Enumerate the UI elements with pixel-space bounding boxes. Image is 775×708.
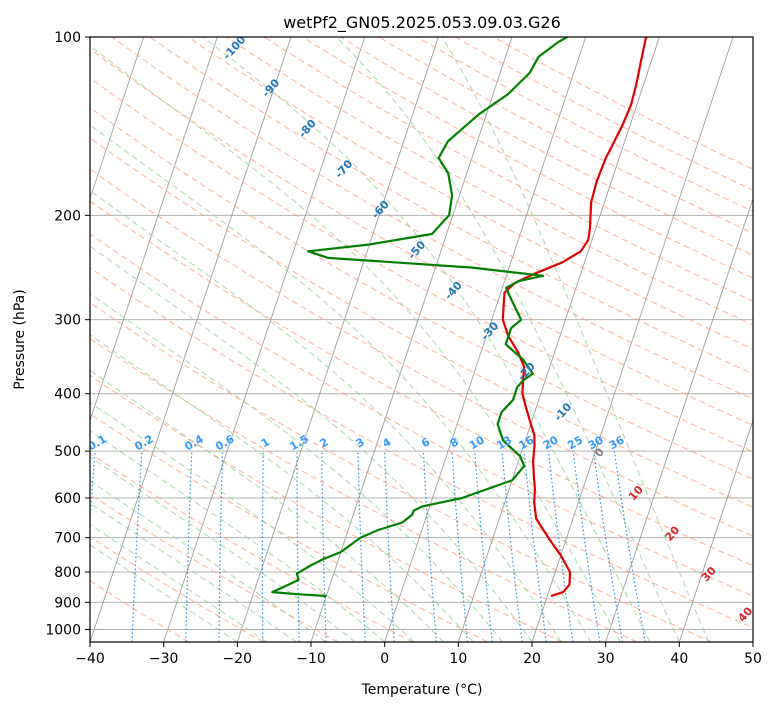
moist-adiabat-44 <box>441 37 710 642</box>
dry-adiabat-80 <box>90 168 753 537</box>
x-axis-label: Temperature (°C) <box>361 682 483 698</box>
x-tick-label-0: −40 <box>75 651 105 667</box>
y-tick-label-5: 600 <box>54 491 81 507</box>
isotherm-30 <box>605 197 753 642</box>
mixing-ratio-line-1 <box>261 451 264 642</box>
dry-adiabat-180 <box>302 37 753 279</box>
dry-adiabat--10 <box>90 493 339 642</box>
x-tick-label-2: −20 <box>223 651 253 667</box>
dry-adiabat-110 <box>90 77 753 453</box>
grid-layer <box>90 37 753 630</box>
dewpoint-profile <box>271 37 568 598</box>
isotherm--60 <box>90 37 145 201</box>
mixing-ratio-line-36 <box>613 451 646 642</box>
dry-adiabat-30 <box>90 337 638 642</box>
isotherm--30 <box>163 37 366 642</box>
dry-adiabat-90 <box>90 137 753 508</box>
y-tick-label-0: 100 <box>54 30 81 46</box>
moist-adiabat--16 <box>90 523 268 642</box>
dry-adiabat-0 <box>90 452 414 642</box>
mixing-ratio-line-8 <box>451 451 469 642</box>
x-tick-label-1: −30 <box>149 651 179 667</box>
y-tick-label-8: 900 <box>54 595 81 611</box>
x-tick-label-7: 30 <box>597 651 615 667</box>
x-tick-label-6: 20 <box>523 651 541 667</box>
mixing-ratio-line-2 <box>321 451 327 642</box>
x-tick-label-8: 40 <box>670 651 688 667</box>
y-tick-label-1: 200 <box>54 208 81 224</box>
moist-adiabat-36 <box>202 37 651 642</box>
plot-frame <box>89 36 754 643</box>
y-axis-label: Pressure (hPa) <box>12 289 28 389</box>
dry-adiabat-160 <box>225 37 753 326</box>
moist-adiabat-16 <box>90 292 503 642</box>
moist-adiabat-40 <box>336 37 680 642</box>
mixing-ratio-layer <box>90 451 646 642</box>
dry-adiabat-100 <box>90 106 753 480</box>
moist-adiabat-32 <box>90 45 621 642</box>
mixing-ratio-line-30 <box>593 451 623 642</box>
dry-adiabats-layer <box>90 37 753 642</box>
moist-adiabat-4 <box>90 401 415 642</box>
y-tick-label-3: 400 <box>54 387 81 403</box>
mixing-ratio-line-1.5 <box>296 451 300 642</box>
dry-adiabat-220 <box>454 37 753 191</box>
dry-adiabat-200 <box>378 37 753 234</box>
isotherm-40 <box>678 418 753 642</box>
isotherm-0 <box>384 37 587 642</box>
dry-adiabat-210 <box>416 37 753 213</box>
moist-adiabat-24 <box>90 189 562 642</box>
chart-title: wetPf2_GN05.2025.053.09.03.G26 <box>283 13 561 33</box>
y-tick-label-9: 1000 <box>45 622 81 638</box>
dry-adiabat-190 <box>340 37 753 256</box>
mixing-ratio-line-4 <box>384 451 395 642</box>
mixing-ratio-line-6 <box>422 451 437 642</box>
dry-adiabat-140 <box>149 37 753 375</box>
mixing-ratio-line-20 <box>547 451 574 642</box>
dry-adiabat-120 <box>90 48 753 426</box>
mixing-ratio-line-16 <box>523 451 547 642</box>
isotherm--50 <box>90 37 218 422</box>
dry-adiabat-170 <box>264 37 753 302</box>
mixing-ratio-line-10 <box>474 451 493 642</box>
dry-adiabat-150 <box>187 37 753 350</box>
mixing-ratio-line-25 <box>572 451 601 642</box>
mixing-ratio-line-0.4 <box>185 451 193 642</box>
dry-adiabat-20 <box>90 374 563 642</box>
axes-layer: −40 −30 −20 −10 0 10 20 30 40 50 100 200 300 400 500 60… <box>45 30 762 667</box>
mixing-ratio-line-0.2 <box>131 451 143 642</box>
dry-adiabat-60 <box>90 233 753 597</box>
isotherm--20 <box>236 37 439 642</box>
x-tick-label-3: −10 <box>296 651 326 667</box>
x-tick-label-5: 10 <box>449 651 467 667</box>
profiles-layer <box>271 37 648 598</box>
y-tick-label-4: 500 <box>54 444 81 460</box>
mixing-ratio-line-0.6 <box>218 451 224 642</box>
moist-adiabat--12 <box>90 502 297 642</box>
isotherm--10 <box>310 37 513 642</box>
dry-adiabat-130 <box>111 37 753 400</box>
x-tick-label-9: 50 <box>744 651 762 667</box>
moist-adiabat-20 <box>90 245 533 642</box>
isotherm--40 <box>90 37 292 642</box>
moist-adiabat-0 <box>90 430 386 642</box>
y-tick-label-7: 800 <box>54 565 81 581</box>
dry-adiabat-230 <box>493 37 753 170</box>
moist-adiabat--8 <box>90 480 327 642</box>
isotherms-layer <box>90 37 753 642</box>
dry-adiabat-70 <box>90 200 753 567</box>
moist-adiabat-8 <box>90 369 444 642</box>
x-tick-label-4: 0 <box>380 651 389 667</box>
y-tick-label-2: 300 <box>54 313 81 329</box>
y-tick-label-6: 700 <box>54 531 81 547</box>
